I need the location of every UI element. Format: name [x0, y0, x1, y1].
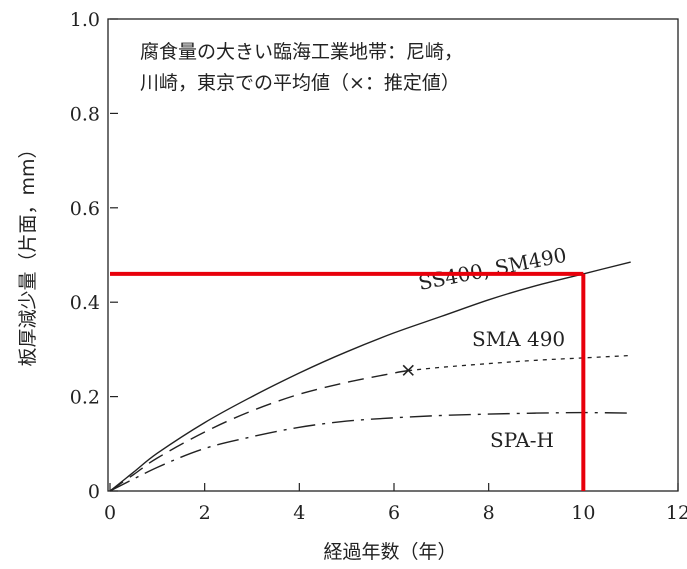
series-line-1-estimated	[408, 354, 631, 372]
y-tick-label-3: 0.6	[70, 198, 100, 220]
series-line-2	[109, 411, 631, 492]
x-tick-label-2: 4	[293, 502, 305, 524]
highlight-lines	[110, 271, 586, 491]
series-lines: ×	[109, 261, 631, 492]
y-tick-label-5: 1.0	[70, 9, 100, 31]
x-tick-label-0: 0	[104, 502, 116, 524]
x-tick-label-3: 6	[388, 502, 400, 524]
x-axis-label: 経過年数（年）	[323, 541, 456, 563]
x-tick-label-1: 2	[199, 502, 211, 524]
y-tick-label-0: 0	[88, 481, 100, 503]
y-tick-label-1: 0.2	[70, 387, 100, 409]
annotation-line-1: 腐食量の大きい臨海工業地帯：尼崎，	[140, 41, 463, 63]
plot-frame	[107, 18, 679, 492]
series-line-0	[109, 261, 631, 492]
ticks	[109, 18, 679, 492]
series-label-2: SPA-H	[490, 428, 554, 452]
series-label-1: SMA 490	[472, 327, 565, 351]
series-line-1	[109, 369, 409, 492]
x-tick-label-6: 12	[666, 502, 687, 524]
x-tick-label-5: 10	[571, 502, 595, 524]
y-tick-label-4: 0.8	[70, 103, 100, 125]
estimate-marker: ×	[400, 358, 417, 382]
tick-labels: 0 2 4 6 8 10 12 0 0.2 0.4 0.6 0.8 1.0	[70, 9, 687, 524]
series-label-0: SS400, SM490	[416, 243, 568, 295]
y-axis-label: 板厚減少量（片面，mm）	[17, 139, 39, 366]
annotation-line-2: 川崎，東京での平均値（×：推定値）	[140, 72, 460, 94]
x-tick-label-4: 8	[483, 502, 495, 524]
y-tick-label-2: 0.4	[70, 292, 100, 314]
